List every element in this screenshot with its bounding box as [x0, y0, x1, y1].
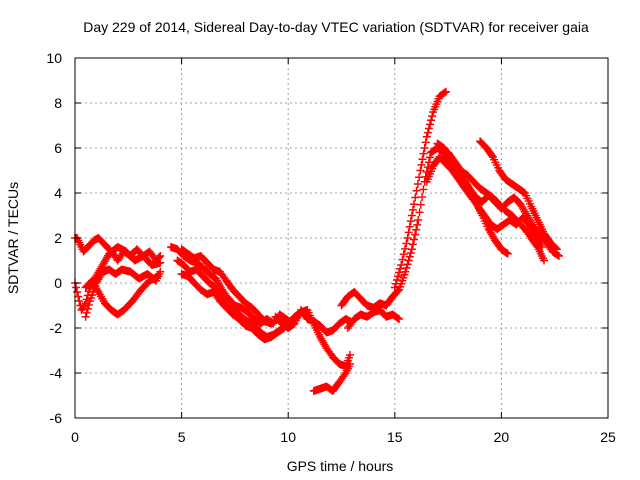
series-track-19: [444, 148, 549, 265]
y-tick-label: 8: [54, 95, 62, 111]
x-tick-label: 5: [178, 429, 186, 445]
y-tick-label: -4: [50, 365, 63, 381]
series-points: [343, 306, 404, 332]
series-track-12: [337, 267, 410, 312]
series-points: [177, 270, 288, 344]
data-series-layer: [71, 87, 563, 395]
series-track-10: [284, 306, 355, 371]
y-tick-label: -6: [50, 410, 63, 426]
x-tick-label: 0: [71, 429, 79, 445]
series-track-18: [476, 137, 561, 254]
grid-lines: [75, 58, 608, 418]
y-axis-label: SDTVAR / TECUs: [5, 182, 21, 294]
series-points: [444, 148, 549, 265]
y-tick-label: 10: [46, 50, 62, 66]
x-axis-ticks: 0 5 10 15 20 25: [71, 58, 616, 445]
series-track-4: [81, 272, 163, 319]
y-axis-ticks: -6 -4 -2 0 2 4 6 8 10: [46, 50, 608, 426]
y-tick-label: -2: [50, 320, 63, 336]
x-tick-label: 20: [494, 429, 510, 445]
series-track-11: [309, 360, 355, 395]
series-points: [337, 267, 410, 312]
series-points: [177, 245, 276, 328]
y-tick-label: 4: [54, 185, 62, 201]
y-tick-label: 0: [54, 275, 62, 291]
x-tick-label: 25: [600, 429, 616, 445]
series-points: [284, 306, 355, 371]
series-track-13: [343, 306, 404, 332]
series-points: [390, 87, 450, 292]
y-tick-label: 6: [54, 140, 62, 156]
x-tick-label: 10: [280, 429, 296, 445]
series-track-7: [177, 270, 288, 344]
series-track-14: [390, 87, 450, 292]
chart-title: Day 229 of 2014, Sidereal Day-to-day VTE…: [83, 19, 589, 35]
y-tick-label: 2: [54, 230, 62, 246]
series-points: [309, 360, 355, 395]
series-points: [476, 137, 561, 254]
series-track-8: [177, 245, 276, 328]
x-axis-label: GPS time / hours: [287, 458, 394, 474]
series-points: [81, 272, 163, 319]
x-tick-label: 15: [387, 429, 403, 445]
